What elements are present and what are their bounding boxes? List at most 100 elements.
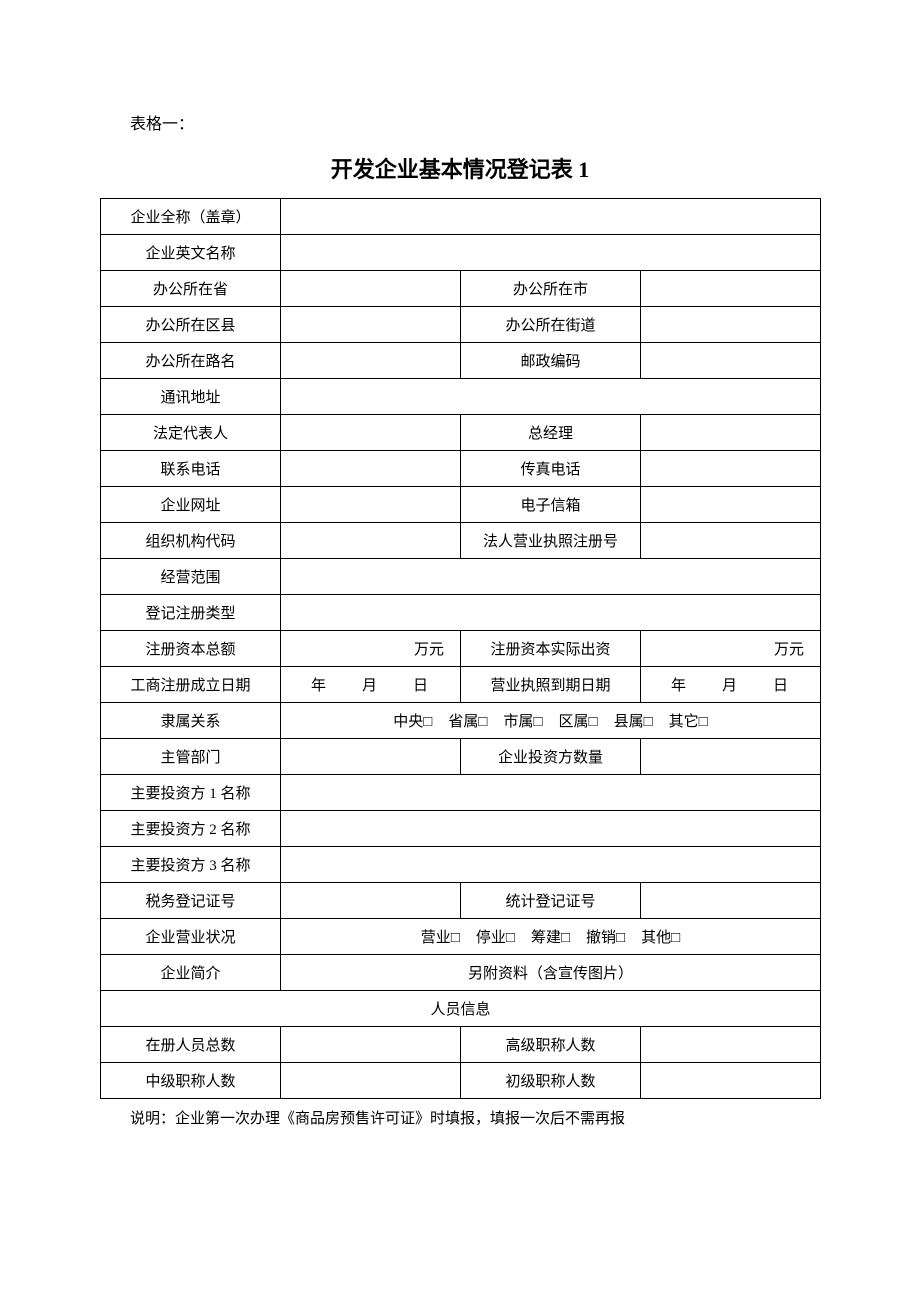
row-business-scope: 经营范围 (101, 559, 821, 595)
value-tax-reg-no[interactable] (281, 883, 461, 919)
value-fax[interactable] (641, 451, 821, 487)
value-office-street[interactable] (641, 307, 821, 343)
value-company-english-name[interactable] (281, 235, 821, 271)
value-license-expiry[interactable]: 年 月 日 (641, 667, 821, 703)
row-office-road-postal: 办公所在路名 邮政编码 (101, 343, 821, 379)
value-company-full-name[interactable] (281, 199, 821, 235)
status-option-4[interactable]: 其他□ (641, 926, 680, 947)
value-investor1[interactable] (281, 775, 821, 811)
status-option-2[interactable]: 筹建□ (531, 926, 570, 947)
label-investor2: 主要投资方 2 名称 (101, 811, 281, 847)
status-option-1[interactable]: 停业□ (476, 926, 515, 947)
checkbox-icon: □ (616, 929, 625, 946)
label-license-expiry: 营业执照到期日期 (461, 667, 641, 703)
row-total-senior: 在册人员总数 高级职称人数 (101, 1027, 821, 1063)
row-investor3: 主要投资方 3 名称 (101, 847, 821, 883)
row-company-full-name: 企业全称（盖章） (101, 199, 821, 235)
value-general-manager[interactable] (641, 415, 821, 451)
affiliation-option-1[interactable]: 省属□ (448, 710, 487, 731)
value-investor3[interactable] (281, 847, 821, 883)
affiliation-option-5[interactable]: 其它□ (669, 710, 708, 731)
row-tax-stats: 税务登记证号 统计登记证号 (101, 883, 821, 919)
value-office-city[interactable] (641, 271, 821, 307)
value-office-district[interactable] (281, 307, 461, 343)
value-phone[interactable] (281, 451, 461, 487)
row-mid-junior: 中级职称人数 初级职称人数 (101, 1063, 821, 1099)
row-office-province-city: 办公所在省 办公所在市 (101, 271, 821, 307)
label-email: 电子信箱 (461, 487, 641, 523)
label-general-manager: 总经理 (461, 415, 641, 451)
value-actual-capital[interactable]: 万元 (641, 631, 821, 667)
value-investor-count[interactable] (641, 739, 821, 775)
label-stats-reg-no: 统计登记证号 (461, 883, 641, 919)
label-tax-reg-no: 税务登记证号 (101, 883, 281, 919)
form-title: 开发企业基本情况登记表 1 (100, 152, 820, 184)
value-registration-type[interactable] (281, 595, 821, 631)
checkbox-icon: □ (478, 713, 487, 730)
checkbox-icon: □ (533, 713, 542, 730)
status-option-0[interactable]: 营业□ (421, 926, 460, 947)
registration-form-table: 企业全称（盖章） 企业英文名称 办公所在省 办公所在市 办公所在区县 办公所在街… (100, 198, 821, 1099)
value-legal-rep[interactable] (281, 415, 461, 451)
value-affiliation[interactable]: 中央□ 省属□ 市属□ 区属□ 县属□ 其它□ (281, 703, 821, 739)
label-affiliation: 隶属关系 (101, 703, 281, 739)
label-actual-capital: 注册资本实际出资 (461, 631, 641, 667)
row-investor1: 主要投资方 1 名称 (101, 775, 821, 811)
row-affiliation: 隶属关系 中央□ 省属□ 市属□ 区属□ 县属□ 其它□ (101, 703, 821, 739)
value-postal-code[interactable] (641, 343, 821, 379)
value-mid-title[interactable] (281, 1063, 461, 1099)
value-senior-title[interactable] (641, 1027, 821, 1063)
row-capital: 注册资本总额 万元 注册资本实际出资 万元 (101, 631, 821, 667)
row-legal-rep-gm: 法定代表人 总经理 (101, 415, 821, 451)
row-phone-fax: 联系电话 传真电话 (101, 451, 821, 487)
row-company-profile: 企业简介 另附资料（含宣传图片） (101, 955, 821, 991)
label-phone: 联系电话 (101, 451, 281, 487)
label-office-road: 办公所在路名 (101, 343, 281, 379)
value-registered-capital[interactable]: 万元 (281, 631, 461, 667)
row-personnel-header: 人员信息 (101, 991, 821, 1027)
label-biz-license-no: 法人营业执照注册号 (461, 523, 641, 559)
value-org-code[interactable] (281, 523, 461, 559)
label-registered-capital: 注册资本总额 (101, 631, 281, 667)
value-incorp-date[interactable]: 年 月 日 (281, 667, 461, 703)
affiliation-option-3[interactable]: 区属□ (559, 710, 598, 731)
label-postal-code: 邮政编码 (461, 343, 641, 379)
value-junior-title[interactable] (641, 1063, 821, 1099)
checkbox-icon: □ (671, 929, 680, 946)
value-office-province[interactable] (281, 271, 461, 307)
affiliation-option-0[interactable]: 中央□ (393, 710, 432, 731)
value-business-status[interactable]: 营业□ 停业□ 筹建□ 撤销□ 其他□ (281, 919, 821, 955)
label-fax: 传真电话 (461, 451, 641, 487)
affiliation-option-2[interactable]: 市属□ (503, 710, 542, 731)
checkbox-icon: □ (451, 929, 460, 946)
value-business-scope[interactable] (281, 559, 821, 595)
value-supervisor[interactable] (281, 739, 461, 775)
value-email[interactable] (641, 487, 821, 523)
value-stats-reg-no[interactable] (641, 883, 821, 919)
label-mailing-address: 通讯地址 (101, 379, 281, 415)
label-company-full-name: 企业全称（盖章） (101, 199, 281, 235)
label-business-scope: 经营范围 (101, 559, 281, 595)
checkbox-icon: □ (423, 713, 432, 730)
row-company-english-name: 企业英文名称 (101, 235, 821, 271)
checkbox-icon: □ (561, 929, 570, 946)
label-office-city: 办公所在市 (461, 271, 641, 307)
value-total-staff[interactable] (281, 1027, 461, 1063)
value-office-road[interactable] (281, 343, 461, 379)
value-investor2[interactable] (281, 811, 821, 847)
affiliation-option-4[interactable]: 县属□ (614, 710, 653, 731)
label-investor-count: 企业投资方数量 (461, 739, 641, 775)
value-mailing-address[interactable] (281, 379, 821, 415)
value-website[interactable] (281, 487, 461, 523)
label-incorp-date: 工商注册成立日期 (101, 667, 281, 703)
status-option-3[interactable]: 撤销□ (586, 926, 625, 947)
label-org-code: 组织机构代码 (101, 523, 281, 559)
value-biz-license-no[interactable] (641, 523, 821, 559)
footnote: 说明：企业第一次办理《商品房预售许可证》时填报，填报一次后不需再报 (130, 1107, 820, 1128)
label-investor1: 主要投资方 1 名称 (101, 775, 281, 811)
label-company-profile: 企业简介 (101, 955, 281, 991)
row-supervisor-investorcount: 主管部门 企业投资方数量 (101, 739, 821, 775)
checkbox-icon: □ (699, 713, 708, 730)
row-business-status: 企业营业状况 营业□停业□筹建□撤销□其他□ (101, 919, 821, 955)
row-website-email: 企业网址 电子信箱 (101, 487, 821, 523)
